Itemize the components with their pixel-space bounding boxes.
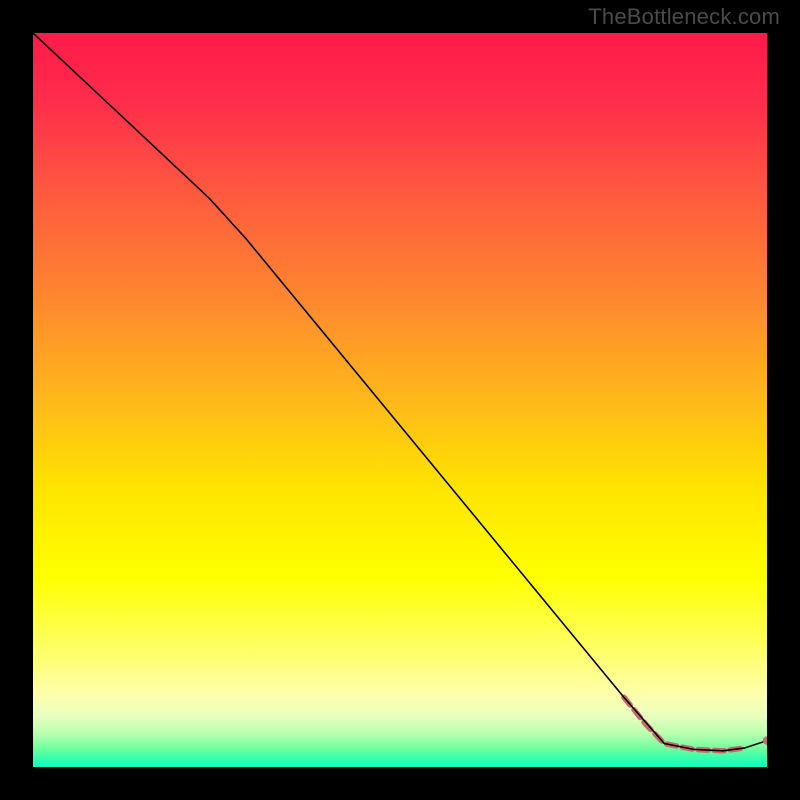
watermark-text: TheBottleneck.com (588, 4, 780, 30)
trend-end-marker (763, 736, 767, 744)
chart-overlay (33, 33, 767, 767)
trend-line (33, 33, 767, 751)
trend-minimum-highlight (624, 697, 745, 751)
chart-plot-area (33, 33, 767, 767)
